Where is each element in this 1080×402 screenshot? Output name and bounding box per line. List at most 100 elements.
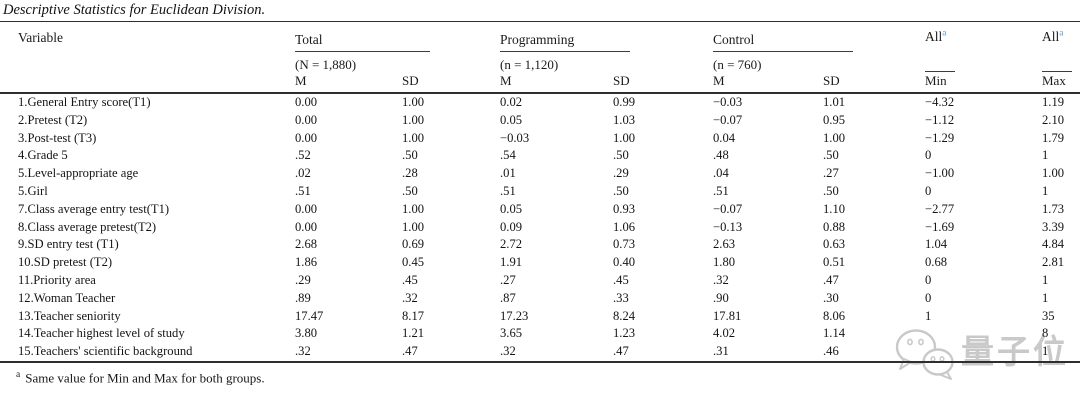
value-cell: .01 — [500, 166, 516, 181]
group-n-total: (N = 1,880) — [295, 57, 357, 72]
value-cell: 17.81 — [713, 308, 742, 323]
value-cell: 2.63 — [713, 237, 736, 252]
value-cell: .54 — [500, 148, 516, 163]
value-cell: −2.77 — [925, 201, 955, 216]
value-cell: 1.91 — [500, 255, 523, 270]
value-cell: .50 — [613, 183, 629, 198]
value-cell: 0.00 — [295, 130, 318, 145]
group-label: Alla — [925, 28, 947, 44]
value-cell: 1 — [1042, 183, 1049, 198]
footnote-text: Same value for Min and Max for both grou… — [25, 370, 265, 386]
table-row: 3.Post-test (T3) 0.00 1.00 −0.03 1.00 0.04 1.0… — [0, 130, 1080, 148]
value-cell: 0.99 — [613, 95, 636, 109]
value-cell: .27 — [500, 272, 516, 287]
value-cell — [925, 325, 1042, 343]
variable-cell: 4.Grade 5 — [18, 148, 68, 163]
value-cell: 2.81 — [1042, 255, 1065, 270]
value-cell: 1.00 — [402, 130, 425, 145]
value-cell: .90 — [713, 290, 729, 305]
column-header-m: M — [295, 73, 307, 88]
value-cell: .50 — [402, 148, 418, 163]
value-cell: 1 — [1042, 272, 1049, 287]
footnote-marker: a — [16, 369, 21, 380]
value-cell: .50 — [402, 183, 418, 198]
value-cell: −1.12 — [925, 112, 955, 127]
value-cell: 1.73 — [1042, 201, 1065, 216]
value-cell: 0.45 — [402, 255, 425, 270]
value-cell: 3.39 — [1042, 219, 1065, 234]
group-label: Programming — [500, 31, 575, 47]
value-cell — [925, 343, 1042, 362]
value-cell: 1.14 — [823, 326, 846, 341]
value-cell: 0.09 — [500, 219, 523, 234]
value-cell: −0.13 — [713, 219, 743, 234]
column-header-sd: SD — [402, 73, 419, 88]
value-cell: 1 — [1042, 344, 1049, 359]
value-cell: .30 — [823, 290, 839, 305]
value-cell: .51 — [295, 183, 311, 198]
value-cell: 0.02 — [500, 95, 523, 109]
column-header-variable: Variable — [18, 30, 63, 45]
table-row: 9.SD entry test (T1) 2.68 0.69 2.72 0.73 2.63… — [0, 236, 1080, 254]
group-n-control: (n = 760) — [713, 57, 762, 72]
variable-cell: 14.Teacher highest level of study — [18, 326, 185, 341]
variable-cell: 12.Woman Teacher — [18, 290, 116, 305]
group-n-programming: (n = 1,120) — [500, 57, 559, 72]
value-cell: 2.68 — [295, 237, 318, 252]
value-cell: .31 — [713, 344, 729, 359]
table-footnote: a Same value for Min and Max for both gro… — [0, 363, 1080, 386]
table-row: 5.Level-appropriate age .02 .28 .01 .29 .04 .2… — [0, 165, 1080, 183]
value-cell: −0.03 — [500, 130, 530, 145]
table-row: 10.SD pretest (T2) 1.86 0.45 1.91 0.40 1.80 0.… — [0, 254, 1080, 272]
variable-cell: 13.Teacher seniority — [18, 308, 121, 323]
table-row: 7.Class average entry test(T1) 0.00 1.00 0.… — [0, 201, 1080, 219]
group-label: Control — [713, 31, 755, 47]
group-label: Total — [295, 31, 323, 47]
value-cell: 3.65 — [500, 326, 523, 341]
value-cell: 1.06 — [613, 219, 636, 234]
table-row: 1.General Entry score(T1) 0.00 1.00 0.02 0.9… — [0, 93, 1080, 112]
value-cell: 0.63 — [823, 237, 846, 252]
variable-cell: 2.Pretest (T2) — [18, 112, 88, 127]
footnote-marker-sup: a — [942, 28, 947, 39]
value-cell: 0.00 — [295, 219, 318, 234]
value-cell: 8.06 — [823, 308, 846, 323]
variable-cell: 7.Class average entry test(T1) — [18, 201, 170, 216]
value-cell: .32 — [500, 344, 516, 359]
value-cell: 2.10 — [1042, 112, 1065, 127]
value-cell: .29 — [613, 166, 629, 181]
value-cell: .02 — [295, 166, 311, 181]
value-cell: 0.00 — [295, 95, 318, 109]
value-cell: 1.80 — [713, 255, 736, 270]
value-cell: 1.86 — [295, 255, 318, 270]
value-cell: 4.84 — [1042, 237, 1065, 252]
group-header-total: Total — [295, 22, 500, 52]
value-cell: 1.00 — [402, 219, 425, 234]
variable-cell: 1.General Entry score(T1) — [18, 95, 151, 109]
value-cell: 0 — [925, 272, 932, 287]
value-cell: −1.00 — [925, 166, 955, 181]
value-cell: 1.23 — [613, 326, 636, 341]
column-header-min: Min — [925, 73, 947, 88]
value-cell: 1.04 — [925, 237, 948, 252]
variable-cell: 8.Class average pretest(T2) — [18, 219, 157, 234]
table-row: 14.Teacher highest level of study 3.80 1.2… — [0, 325, 1080, 343]
value-cell: 0.00 — [295, 112, 318, 127]
value-cell: .47 — [823, 272, 839, 287]
variable-cell: 10.SD pretest (T2) — [18, 255, 113, 270]
group-header-programming: Programming — [500, 22, 713, 52]
value-cell: 1.79 — [1042, 130, 1065, 145]
value-cell: 0 — [925, 290, 932, 305]
value-cell: .32 — [402, 290, 418, 305]
value-cell: 35 — [1042, 308, 1055, 323]
table-row: 8.Class average pretest(T2) 0.00 1.00 0.09 1… — [0, 219, 1080, 237]
column-header-sd: SD — [823, 73, 840, 88]
table-row: 11.Priority area .29 .45 .27 .45 .32 .47 0 1 — [0, 272, 1080, 290]
value-cell: .52 — [295, 148, 311, 163]
value-cell: 1.01 — [823, 95, 846, 109]
value-cell: 1.00 — [613, 130, 636, 145]
value-cell: .04 — [713, 166, 729, 181]
table-row: 2.Pretest (T2) 0.00 1.00 0.05 1.03 −0.07 0.95 −… — [0, 112, 1080, 130]
group-underline — [925, 71, 955, 72]
